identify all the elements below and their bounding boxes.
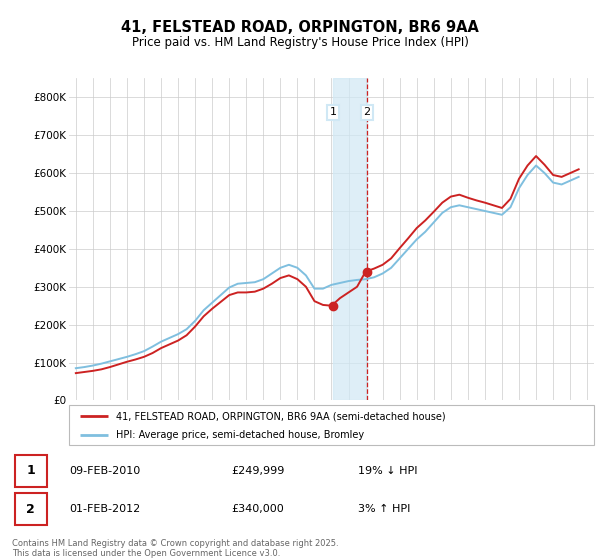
- Text: 3% ↑ HPI: 3% ↑ HPI: [358, 504, 410, 514]
- Text: £249,999: £249,999: [231, 466, 284, 476]
- Text: 41, FELSTEAD ROAD, ORPINGTON, BR6 9AA (semi-detached house): 41, FELSTEAD ROAD, ORPINGTON, BR6 9AA (s…: [116, 411, 446, 421]
- Text: 2: 2: [364, 108, 371, 118]
- Text: 1: 1: [26, 464, 35, 478]
- Text: 19% ↓ HPI: 19% ↓ HPI: [358, 466, 417, 476]
- FancyBboxPatch shape: [15, 455, 47, 487]
- FancyBboxPatch shape: [69, 405, 594, 445]
- Text: Contains HM Land Registry data © Crown copyright and database right 2025.
This d: Contains HM Land Registry data © Crown c…: [12, 539, 338, 558]
- Text: 2: 2: [26, 502, 35, 516]
- Text: 09-FEB-2010: 09-FEB-2010: [70, 466, 141, 476]
- Text: 41, FELSTEAD ROAD, ORPINGTON, BR6 9AA: 41, FELSTEAD ROAD, ORPINGTON, BR6 9AA: [121, 20, 479, 35]
- Text: 01-FEB-2012: 01-FEB-2012: [70, 504, 141, 514]
- Text: Price paid vs. HM Land Registry's House Price Index (HPI): Price paid vs. HM Land Registry's House …: [131, 36, 469, 49]
- Text: HPI: Average price, semi-detached house, Bromley: HPI: Average price, semi-detached house,…: [116, 430, 364, 440]
- Text: £340,000: £340,000: [231, 504, 284, 514]
- Bar: [333, 78, 367, 400]
- FancyBboxPatch shape: [15, 493, 47, 525]
- Text: 1: 1: [329, 108, 337, 118]
